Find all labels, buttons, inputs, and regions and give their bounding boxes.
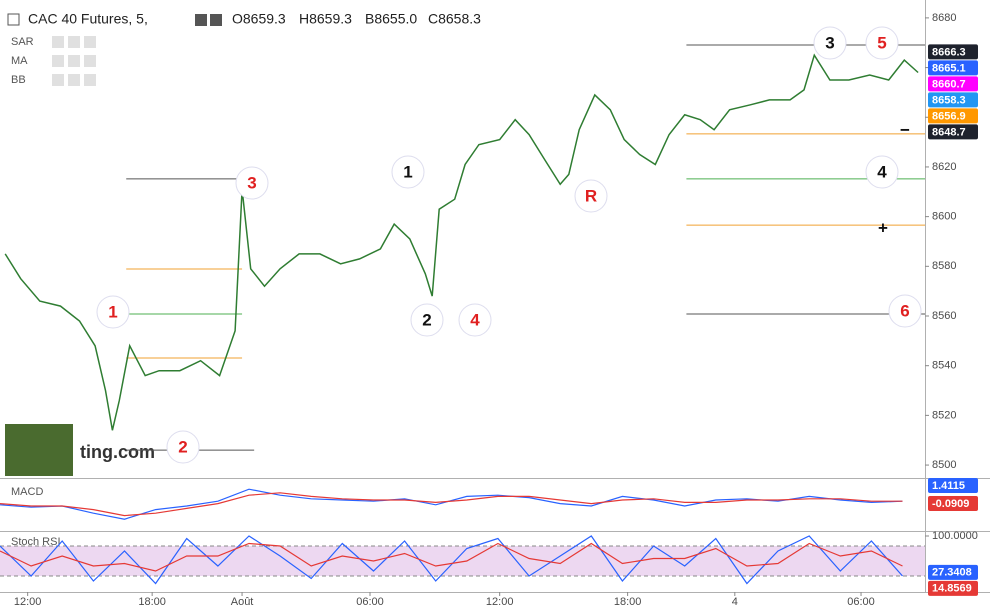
price-tag — [928, 564, 978, 580]
price-tag-label: 8648.7 — [932, 126, 966, 138]
pane-title: Stoch RSI — [11, 536, 61, 548]
y-tick-label: 8600 — [932, 211, 956, 223]
indicator-icon[interactable] — [84, 74, 96, 86]
price-tag — [928, 60, 978, 76]
x-tick-label: 18:00 — [138, 596, 166, 608]
price-tag — [928, 580, 978, 596]
annotation-circle — [96, 295, 130, 329]
indicator-icon[interactable] — [84, 55, 96, 67]
annotation-circle — [888, 294, 922, 328]
annotation: 1 — [108, 302, 117, 321]
price-tag — [928, 124, 978, 140]
annotation-circle — [458, 303, 492, 337]
y-tick-label: 8540 — [932, 360, 956, 372]
price-tag-label: 14.8569 — [932, 583, 972, 595]
price-tag-label: -0.0909 — [932, 498, 969, 510]
annotation-circle — [410, 303, 444, 337]
annotation-circle — [391, 155, 425, 189]
price-tag — [928, 108, 978, 124]
annotation: 5 — [877, 33, 886, 52]
price-tag — [928, 92, 978, 108]
annotation: 4 — [470, 310, 480, 329]
price-tag-label: 8656.9 — [932, 110, 966, 122]
x-tick-label: 06:00 — [356, 596, 384, 608]
annotation: 6 — [900, 301, 909, 320]
y-tick-label: 8680 — [932, 12, 956, 24]
indicator-name: MA — [11, 55, 28, 67]
pane-title: MACD — [11, 486, 43, 498]
ohlc-open: O8659.3 — [232, 11, 286, 27]
annotation-circle — [574, 179, 608, 213]
indicator-icon[interactable] — [68, 74, 80, 86]
annotation: 4 — [877, 162, 887, 181]
price-tag-label: 8666.3 — [932, 46, 966, 58]
price-tag-label: 27.3408 — [932, 567, 972, 579]
y-tick-label: 8500 — [932, 459, 956, 471]
annotation-circle — [813, 26, 847, 60]
annotation: R — [585, 186, 597, 205]
x-tick-label: 12:00 — [486, 596, 514, 608]
y-tick-label: 8580 — [932, 260, 956, 272]
settings-icon[interactable] — [210, 14, 222, 26]
x-tick-label: 4 — [732, 596, 738, 608]
collapse-icon[interactable] — [7, 13, 20, 26]
annotation-circle — [166, 430, 200, 464]
annotation: 1 — [403, 162, 412, 181]
annotation: 3 — [247, 173, 256, 192]
indicator-name: SAR — [11, 36, 34, 48]
price-tag — [928, 76, 978, 92]
y-tick-label: 8520 — [932, 409, 956, 421]
price-line — [4, 53, 919, 431]
price-tag — [928, 495, 978, 511]
x-tick-label: Août — [231, 596, 254, 608]
annotation: 2 — [178, 437, 187, 456]
price-tag-label: 1.4115 — [932, 480, 965, 492]
annotation: + — [878, 218, 888, 237]
y-tick-label: 8620 — [932, 161, 956, 173]
annotation: − — [900, 120, 910, 139]
indicator-line — [0, 492, 903, 517]
ohlc-low: B8655.0 — [365, 11, 417, 27]
visibility-icon[interactable] — [195, 14, 207, 26]
price-tag — [928, 44, 978, 60]
x-tick-label: 12:00 — [14, 596, 42, 608]
indicator-line — [0, 535, 903, 585]
indicator-icon[interactable] — [52, 74, 64, 86]
x-tick-label: 06:00 — [847, 596, 875, 608]
price-tag-label: 8665.1 — [932, 62, 966, 74]
symbol-title: CAC 40 Futures, 5, — [28, 11, 148, 27]
indicator-icon[interactable] — [68, 55, 80, 67]
price-tag-label: 8660.7 — [932, 78, 966, 90]
indicator-icon[interactable] — [52, 36, 64, 48]
watermark-text: ting.com — [80, 442, 155, 462]
x-tick-label: 18:00 — [614, 596, 642, 608]
ohlc-high: H8659.3 — [299, 11, 352, 27]
price-tag — [928, 477, 978, 493]
y-tick-label: 8560 — [932, 310, 956, 322]
indicator-line — [0, 542, 903, 572]
annotation: 3 — [825, 33, 834, 52]
y-tick-label: 100.0000 — [932, 530, 978, 542]
annotation-circle — [865, 26, 899, 60]
annotation: 2 — [422, 310, 431, 329]
band-fill — [0, 546, 925, 576]
annotation-circle — [865, 155, 899, 189]
indicator-icon[interactable] — [84, 36, 96, 48]
indicator-icon[interactable] — [68, 36, 80, 48]
watermark-logo — [5, 424, 73, 476]
indicator-name: BB — [11, 74, 26, 86]
annotation-circle — [235, 166, 269, 200]
price-tag-label: 8658.3 — [932, 94, 966, 106]
ohlc-close: C8658.3 — [428, 11, 481, 27]
indicator-icon[interactable] — [52, 55, 64, 67]
